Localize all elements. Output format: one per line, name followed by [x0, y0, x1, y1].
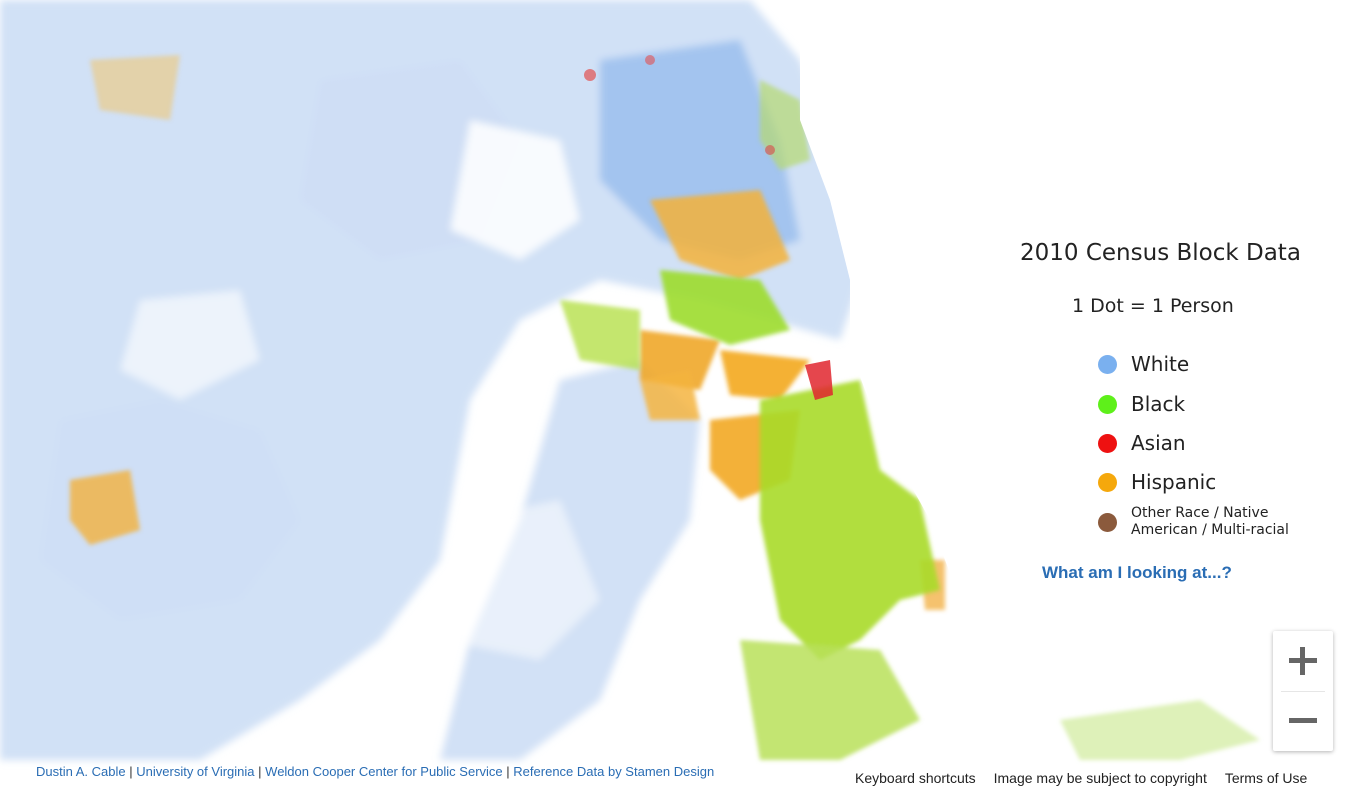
separator: | — [258, 764, 262, 779]
legend-label-hispanic: Hispanic — [1131, 470, 1217, 494]
legend-item-black: Black — [1098, 392, 1185, 416]
reference-link[interactable]: Reference Data by Stamen Design — [513, 764, 715, 779]
hispanic-dot-icon — [1098, 472, 1117, 492]
white-dot-icon — [1098, 354, 1117, 374]
map-footer: Keyboard shortcuts Image may be subject … — [846, 767, 1348, 789]
map-attribution: Dustin A. Cable | University of Virginia… — [36, 764, 714, 779]
legend-label-asian: Asian — [1131, 431, 1186, 455]
legend-label-other: Other Race / Native American / Multi-rac… — [1131, 505, 1289, 538]
separator: | — [506, 764, 510, 779]
black-dot-icon — [1098, 394, 1117, 414]
author-link[interactable]: Dustin A. Cable — [36, 764, 126, 779]
white-population-areas — [0, 0, 860, 760]
zoom-in-button[interactable] — [1273, 631, 1333, 691]
keyboard-shortcuts-link[interactable]: Keyboard shortcuts — [855, 770, 976, 786]
legend-item-hispanic: Hispanic — [1098, 470, 1216, 494]
zoom-control — [1273, 631, 1333, 751]
terms-of-use-link[interactable]: Terms of Use — [1224, 770, 1308, 786]
lake-michigan — [800, 0, 1348, 700]
university-link[interactable]: University of Virginia — [136, 764, 255, 779]
other-dot-icon — [1098, 512, 1117, 532]
separator: | — [129, 764, 133, 779]
minus-icon — [1289, 707, 1317, 735]
plus-icon — [1289, 647, 1317, 675]
legend-subtitle: 1 Dot = 1 Person — [1072, 295, 1234, 317]
legend-item-asian: Asian — [1098, 431, 1186, 455]
zoom-out-button[interactable] — [1273, 691, 1333, 751]
legend-label-black: Black — [1131, 392, 1186, 416]
what-am-i-looking-at-link[interactable]: What am I looking at...? — [1042, 563, 1232, 582]
black-population-areas — [560, 80, 1260, 760]
legend-title: 2010 Census Block Data — [1020, 240, 1301, 266]
center-link[interactable]: Weldon Cooper Center for Public Service — [265, 764, 503, 779]
hispanic-population-areas — [70, 55, 945, 610]
zoom-divider — [1281, 691, 1325, 692]
asian-dot-icon — [1098, 433, 1117, 453]
copyright-notice: Image may be subject to copyright — [993, 770, 1207, 786]
legend-item-other: Other Race / Native American / Multi-rac… — [1098, 505, 1301, 539]
legend-label-white: White — [1131, 352, 1190, 376]
legend-item-white: White — [1098, 352, 1189, 376]
asian-population-areas — [584, 55, 833, 400]
